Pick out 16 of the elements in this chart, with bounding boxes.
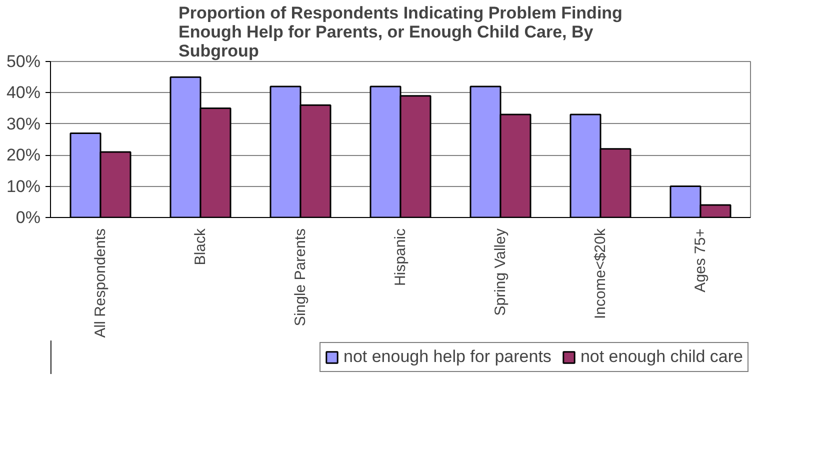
y-tick-label: 40% [6, 83, 41, 102]
y-tick-label: 0% [16, 208, 41, 227]
x-tick-label: Ages 75+ [692, 228, 709, 292]
x-tick-label: Income<$20k [592, 228, 609, 319]
legend-label: not enough child care [580, 347, 743, 367]
legend-label: not enough help for parents [344, 347, 552, 367]
chart-title: Proportion of Respondents Indicating Problem Finding Enough Help for Parents, or Enough Child Care, By Subgroup [178, 4, 622, 60]
x-tick-label: Single Parents [292, 228, 309, 326]
x-tick-label: Spring Valley [492, 228, 509, 316]
x-tick-label: All Respondents [92, 228, 109, 338]
x-tick-label: Hispanic [392, 228, 409, 286]
y-tick-label: 10% [6, 176, 41, 196]
y-tick-label: 50% [6, 52, 41, 71]
x-tick-label: Black [192, 228, 209, 266]
y-tick-label: 30% [6, 114, 41, 134]
y-tick-label: 20% [6, 146, 41, 165]
